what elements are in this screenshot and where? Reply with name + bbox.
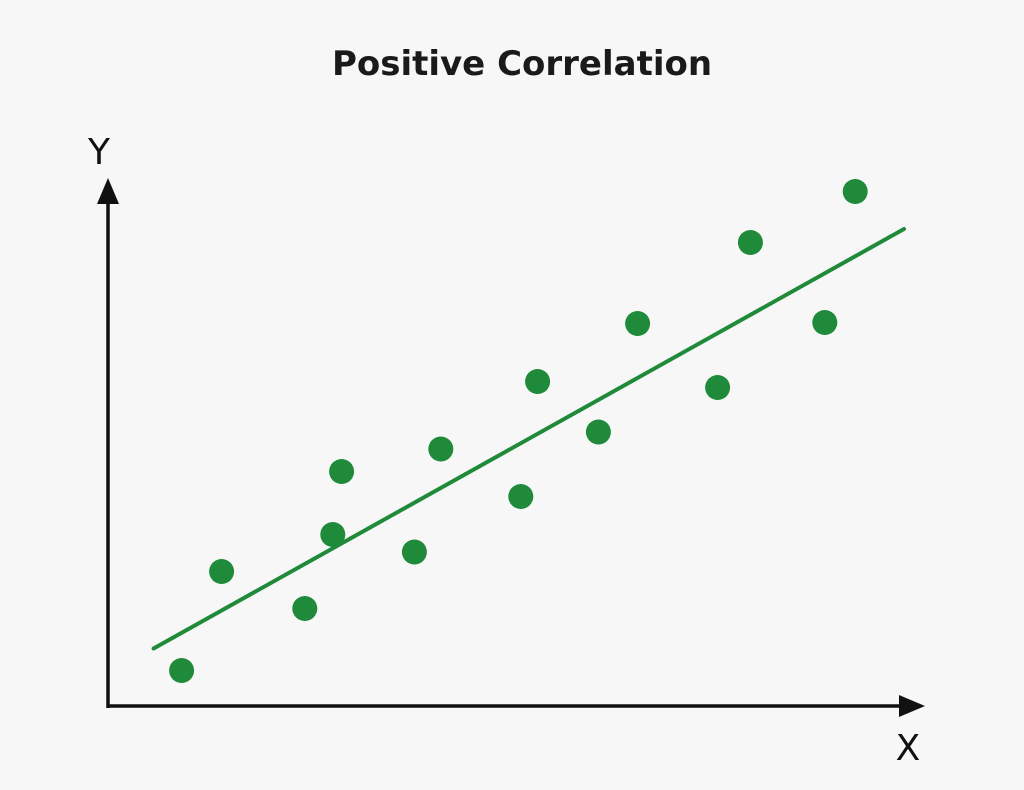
trendline	[151, 227, 906, 651]
data-point	[525, 369, 551, 394]
data-point	[842, 179, 868, 204]
data-point	[329, 459, 355, 484]
data-point	[320, 522, 346, 547]
data-point	[737, 230, 763, 255]
trendline-group	[151, 227, 906, 651]
x-axis-arrow-icon	[899, 695, 925, 717]
data-point	[812, 310, 838, 335]
data-point	[585, 419, 611, 445]
data-point	[209, 559, 235, 584]
data-point	[428, 436, 454, 462]
data-point	[169, 658, 195, 683]
data-point	[401, 539, 427, 565]
x-axis-label: X	[896, 728, 921, 769]
data-point	[705, 375, 731, 400]
chart-title: Positive Correlation	[332, 44, 712, 84]
data-point	[292, 596, 318, 621]
data-point	[625, 311, 651, 336]
axes	[97, 178, 925, 717]
data-points	[169, 179, 868, 683]
y-axis-arrow-icon	[97, 178, 119, 204]
y-axis-label: Y	[87, 132, 111, 173]
data-point	[508, 484, 534, 509]
